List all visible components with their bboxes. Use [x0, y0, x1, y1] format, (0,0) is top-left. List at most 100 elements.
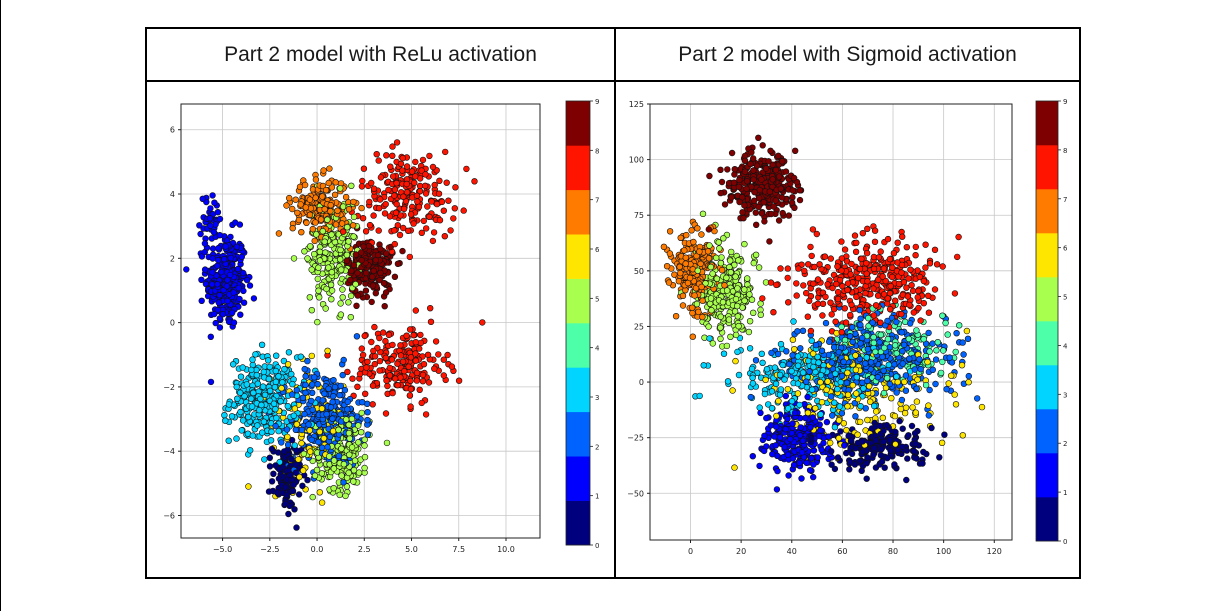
sigmoid-point-label-3	[815, 359, 822, 366]
relu-point-label-0	[304, 476, 311, 484]
sigmoid-point-label-2	[943, 386, 950, 393]
sigmoid-point-label-8	[920, 300, 927, 307]
sigmoid-point-label-1	[789, 420, 796, 427]
sigmoid-point-label-0	[878, 458, 886, 465]
sigmoid-point-label-9	[759, 142, 766, 149]
sigmoid-point-label-2	[869, 319, 876, 326]
sigmoid-point-label-8	[910, 309, 917, 316]
sigmoid-point-label-9	[735, 183, 743, 191]
sigmoid-point-label-2	[893, 318, 900, 326]
sigmoid-point-label-4	[942, 319, 949, 327]
sigmoid-point-label-8	[898, 233, 906, 240]
sigmoid-point-label-8	[886, 306, 894, 313]
sigmoid-point-label-5	[709, 340, 716, 347]
relu-point-label-7	[331, 191, 339, 199]
relu-point-label-8	[422, 411, 430, 418]
relu-point-label-2	[330, 377, 337, 384]
sigmoid-point-label-2	[825, 338, 833, 345]
sigmoid-point-label-0	[886, 436, 893, 444]
sigmoid-point-label-8	[844, 280, 852, 287]
sigmoid-point-label-7	[663, 263, 671, 270]
sigmoid-point-label-7	[675, 278, 683, 285]
sigmoid-point-label-0	[887, 447, 894, 454]
sigmoid-point-label-8	[853, 293, 860, 301]
sigmoid-point-label-3	[771, 364, 779, 371]
sigmoid-point-label-3	[768, 405, 776, 412]
sigmoid-point-label-6	[925, 402, 932, 409]
sigmoid-point-label-5	[706, 242, 713, 249]
sigmoid-point-label-4	[922, 381, 930, 389]
sigmoid-point-label-3	[777, 340, 785, 348]
sigmoid-point-label-5	[699, 210, 707, 218]
sigmoid-point-label-7	[721, 282, 728, 289]
sigmoid-point-label-4	[880, 389, 888, 397]
sigmoid-point-label-3	[805, 357, 812, 365]
sigmoid-point-label-3	[777, 386, 785, 393]
sigmoid-point-label-8	[804, 261, 812, 268]
sigmoid-point-label-8	[784, 299, 792, 306]
sigmoid-point-label-2	[867, 359, 875, 366]
sigmoid-point-label-8	[852, 248, 860, 256]
sigmoid-point-label-8	[777, 265, 784, 272]
sigmoid-point-label-8	[955, 233, 962, 241]
relu-point-label-1	[240, 287, 247, 295]
sigmoid-point-label-8	[914, 294, 921, 301]
sigmoid-point-label-2	[973, 395, 981, 402]
sigmoid-point-label-2	[925, 412, 932, 419]
sigmoid-point-label-0	[913, 455, 920, 462]
left-panel-title: Part 2 model with ReLu activation	[224, 43, 537, 66]
sigmoid-point-label-6	[804, 409, 812, 416]
sigmoid-point-label-2	[960, 351, 967, 358]
relu-point-label-8	[391, 227, 398, 234]
sigmoid-point-label-2	[959, 339, 966, 346]
sigmoid-point-label-8	[841, 305, 848, 312]
sigmoid-point-label-0	[831, 465, 839, 473]
sigmoid-point-label-6	[732, 357, 739, 365]
sigmoid-point-label-8	[793, 292, 800, 299]
sigmoid-point-label-2	[783, 348, 790, 355]
sigmoid-point-label-9	[772, 197, 779, 204]
sigmoid-point-label-5	[734, 285, 741, 292]
sigmoid-point-label-8	[807, 327, 815, 335]
sigmoid-point-label-5	[717, 335, 724, 342]
sigmoid-point-label-6	[854, 431, 861, 438]
sigmoid-point-label-1	[757, 409, 764, 417]
sigmoid-point-label-2	[862, 360, 869, 367]
sigmoid-point-label-7	[691, 292, 698, 299]
sigmoid-point-label-5	[727, 248, 735, 256]
sigmoid-point-label-0	[905, 432, 912, 439]
sigmoid-point-label-7	[696, 248, 703, 255]
sigmoid-point-label-8	[819, 312, 826, 319]
sigmoid-point-label-0	[899, 443, 906, 450]
sigmoid-point-label-4	[926, 348, 933, 355]
sigmoid-point-label-0	[852, 445, 859, 452]
sigmoid-point-label-8	[800, 282, 807, 289]
sigmoid-point-label-1	[841, 442, 848, 449]
sigmoid-point-label-8	[834, 263, 841, 270]
sigmoid-point-label-2	[916, 356, 923, 363]
sigmoid-point-label-8	[931, 286, 939, 293]
sigmoid-point-label-0	[878, 446, 885, 453]
sigmoid-point-label-2	[886, 380, 893, 388]
sigmoid-point-label-2	[964, 335, 972, 342]
sigmoid-point-label-8	[858, 255, 865, 263]
relu-point-label-3	[237, 373, 245, 380]
sigmoid-point-label-9	[755, 134, 762, 142]
sigmoid-point-label-6	[824, 378, 831, 385]
sigmoid-point-label-1	[763, 414, 770, 422]
sigmoid-point-label-7	[689, 333, 696, 340]
sigmoid-point-label-6	[959, 432, 966, 439]
sigmoid-point-label-6	[888, 395, 895, 402]
sigmoid-point-label-8	[894, 239, 901, 246]
sigmoid-point-label-2	[857, 315, 864, 322]
sigmoid-point-label-8	[802, 289, 810, 297]
sigmoid-point-label-3	[734, 348, 741, 356]
sigmoid-point-label-8	[853, 239, 860, 247]
sigmoid-point-label-5	[739, 304, 746, 311]
relu-point-label-9	[391, 273, 399, 280]
sigmoid-point-label-7	[682, 254, 689, 261]
sigmoid-point-label-8	[939, 263, 946, 270]
sigmoid-point-label-8	[903, 284, 910, 291]
sigmoid-point-label-8	[912, 252, 919, 259]
sigmoid-point-label-9	[748, 149, 755, 156]
